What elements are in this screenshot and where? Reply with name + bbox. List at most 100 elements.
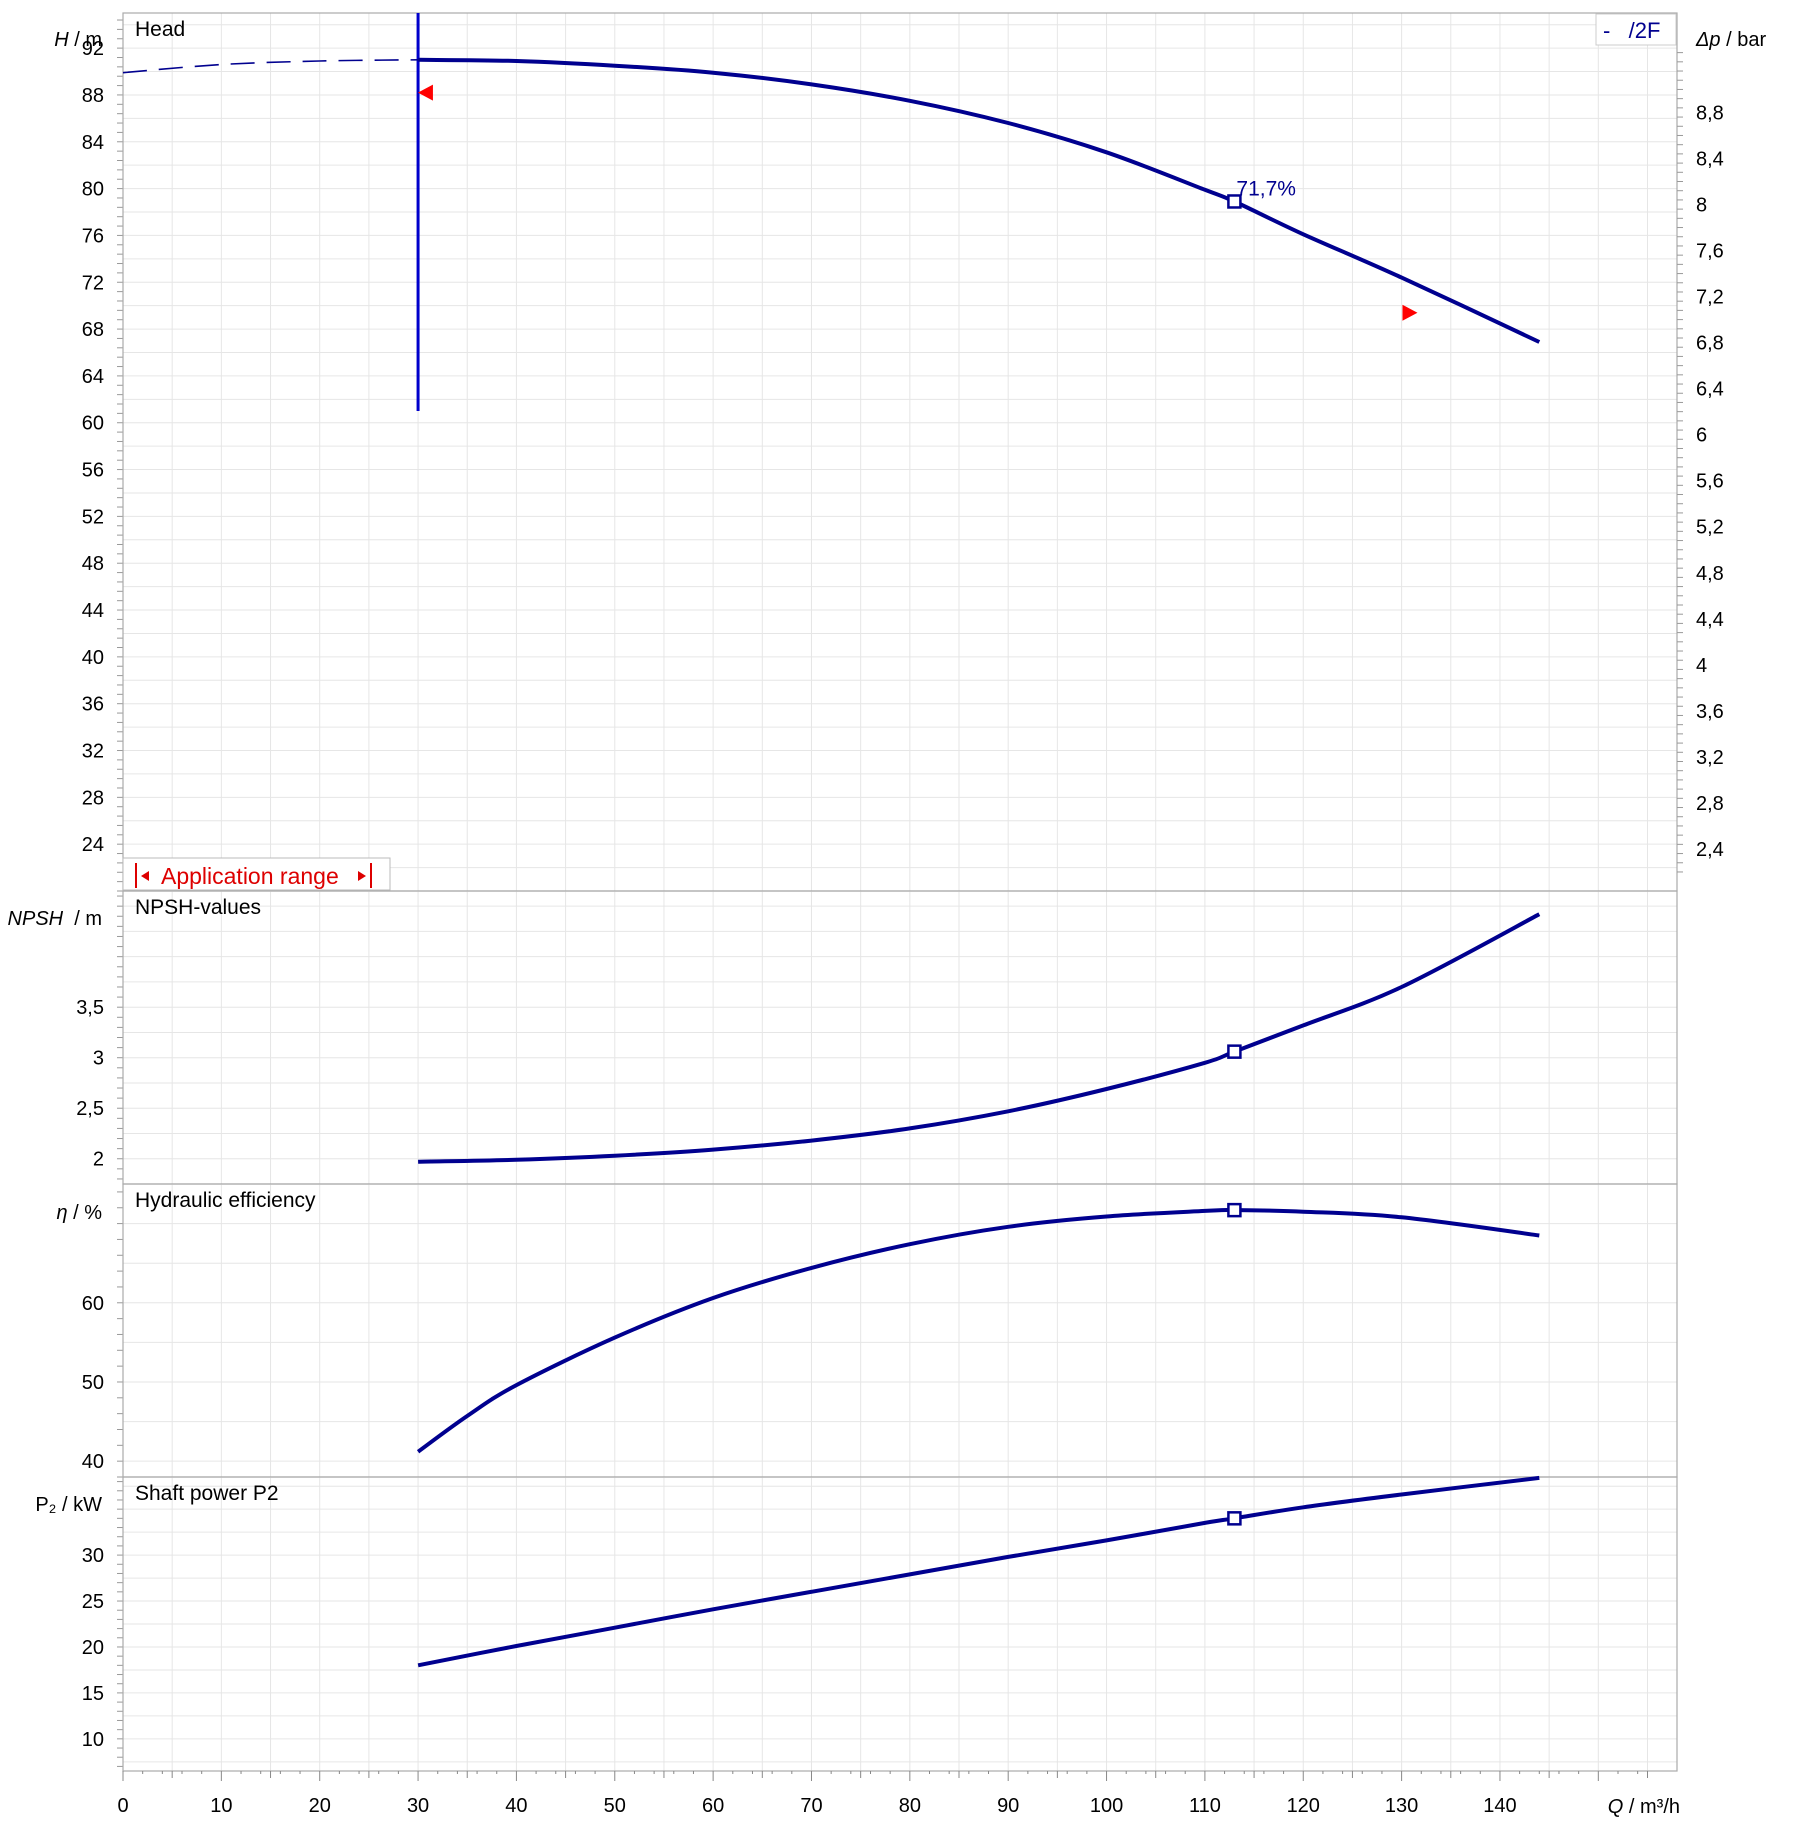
x-tick-label: 50: [604, 1795, 626, 1817]
head-y2-tick-label: 7,2: [1696, 287, 1724, 309]
head-extension-curve: [122, 59, 419, 74]
head-y2-tick-label: 4,4: [1696, 609, 1724, 631]
npsh-panel-title: NPSH-values: [135, 896, 261, 919]
head-y2-tick-label: 3,6: [1696, 701, 1724, 723]
application-range: Application range: [122, 857, 391, 891]
head-y-tick-label: 44: [82, 600, 104, 622]
limit-marker-right: [1402, 304, 1418, 321]
npsh-y-axis-label: NPSH / m: [8, 908, 102, 930]
x-tick-label: 100: [1090, 1795, 1123, 1817]
head-legend-box: [1595, 13, 1677, 46]
npsh-y-tick-label: 2,5: [76, 1098, 104, 1120]
efficiency-y-tick-label: 60: [82, 1293, 104, 1315]
npsh-operating-point-marker: [1227, 1044, 1242, 1059]
npsh-y-tick-label: 2: [93, 1149, 104, 1171]
head-y-tick-label: 76: [82, 225, 104, 247]
x-tick-label: 20: [309, 1795, 331, 1817]
power-curve: [417, 1475, 1540, 1668]
x-tick-label: 60: [702, 1795, 724, 1817]
grid-layer: [117, 12, 1683, 1772]
head-y-tick-label: 48: [82, 553, 104, 575]
efficiency-operating-point-marker: [1227, 1202, 1242, 1218]
head-y-tick-label: 36: [82, 694, 104, 716]
head-y-tick-label: 64: [82, 366, 104, 388]
x-tick-label: 80: [899, 1795, 921, 1817]
head-y2-tick-label: 4,8: [1696, 563, 1724, 585]
power-y-tick-label: 20: [82, 1637, 104, 1659]
head-y2-tick-label: 4: [1696, 655, 1707, 677]
head-y2-tick-label: 6: [1696, 425, 1707, 447]
efficiency-panel-title: Hydraulic efficiency: [135, 1189, 316, 1212]
head-y-tick-label: 32: [82, 741, 104, 763]
power-y-tick-label: 15: [82, 1683, 104, 1705]
efficiency-y-axis-label: η / %: [56, 1202, 102, 1224]
head-curve: [418, 57, 1541, 344]
head-y-tick-label: 84: [82, 132, 104, 154]
head-y2-tick-label: 6,4: [1696, 379, 1724, 401]
head-legend: - /2F: [1595, 13, 1677, 46]
operating-point-efficiency-label: 71,7%: [1236, 177, 1296, 200]
head-y2-tick-label: 2,8: [1696, 793, 1724, 815]
efficiency-panel: Hydraulic efficiency η / % 40 50 60: [56, 1189, 1540, 1473]
power-y-tick-label: 30: [82, 1545, 104, 1567]
head-y2-tick-label: 5,2: [1696, 517, 1724, 539]
head-y2-tick-label: 8,8: [1696, 102, 1724, 124]
head-y-tick-label: 28: [82, 787, 104, 809]
power-panel: Shaft power P2 P₂ / kW 10 15 20 25 30: [35, 1475, 1540, 1751]
head-y2-tick-label: 6,8: [1696, 333, 1724, 355]
x-tick-label: 110: [1189, 1795, 1221, 1817]
head-y-tick-label: 24: [82, 834, 104, 856]
x-axis-label: Q / m³/h: [1608, 1796, 1680, 1818]
x-axis: Q / m³/h 0 10 20 30 40 50 60 70 80 90 100 110 120 130…: [117, 1771, 1680, 1818]
x-tick-label: 70: [800, 1795, 822, 1817]
x-tick-label: 130: [1385, 1795, 1418, 1817]
x-tick-label: 40: [505, 1795, 527, 1817]
head-y-tick-label: 80: [82, 179, 104, 201]
power-panel-title: Shaft power P2: [135, 1482, 279, 1505]
head-y2-tick-label: 8: [1696, 195, 1707, 217]
head-legend-label: - /2F: [1603, 18, 1660, 43]
head-y-tick-label: 52: [82, 506, 104, 528]
application-range-left-arrow: [141, 871, 149, 881]
head-y-tick-label: 40: [82, 647, 104, 669]
head-panel: Head H / m Δp / bar - /2F Application ra…: [54, 13, 1766, 891]
power-y-tick-label: 10: [82, 1729, 104, 1751]
efficiency-y-tick-label: 50: [82, 1372, 104, 1394]
power-y-axis-label: P₂ / kW: [35, 1494, 102, 1516]
x-tick-label: 90: [997, 1795, 1019, 1817]
npsh-y-tick-label: 3: [93, 1048, 104, 1070]
head-y-tick-label: 56: [82, 460, 104, 482]
head-y2-tick-label: 3,2: [1696, 747, 1724, 769]
npsh-panel: NPSH-values NPSH / m 2 2,5 3 3,5: [8, 896, 1541, 1171]
x-tick-label: 30: [407, 1795, 429, 1817]
head-y2-tick-label: 7,6: [1696, 241, 1724, 263]
application-range-right-arrow: [358, 871, 366, 881]
head-operating-point-marker: [1227, 194, 1242, 209]
head-panel-title: Head: [135, 18, 185, 41]
application-range-label: Application range: [161, 863, 339, 889]
efficiency-curve: [416, 1208, 1540, 1454]
application-range-box: [122, 857, 391, 891]
head-y-tick-label: 88: [82, 85, 104, 107]
npsh-curve: [418, 912, 1541, 1164]
head-y2-axis-label: Δp / bar: [1695, 29, 1766, 51]
head-y-tick-label: 72: [82, 272, 104, 294]
x-tick-label: 140: [1483, 1795, 1516, 1817]
npsh-y-tick-label: 3,5: [76, 997, 104, 1019]
head-y-tick-label: 68: [82, 319, 104, 341]
power-y-tick-label: 25: [82, 1591, 104, 1613]
head-y-tick-label: 60: [82, 413, 104, 435]
head-y2-tick-label: 2,4: [1696, 839, 1724, 861]
efficiency-y-tick-label: 40: [82, 1451, 104, 1473]
head-y-tick-label: 92: [82, 38, 104, 60]
head-y2-tick-label: 8,4: [1696, 148, 1724, 170]
head-y-axis-label: H / m: [54, 29, 102, 51]
x-tick-label: 10: [210, 1795, 232, 1817]
power-operating-point-marker: [1227, 1511, 1242, 1526]
head-y2-tick-label: 5,6: [1696, 471, 1724, 493]
x-tick-label: 120: [1287, 1795, 1320, 1817]
limit-marker-left: [417, 84, 433, 101]
x-tick-label: 0: [117, 1795, 128, 1817]
